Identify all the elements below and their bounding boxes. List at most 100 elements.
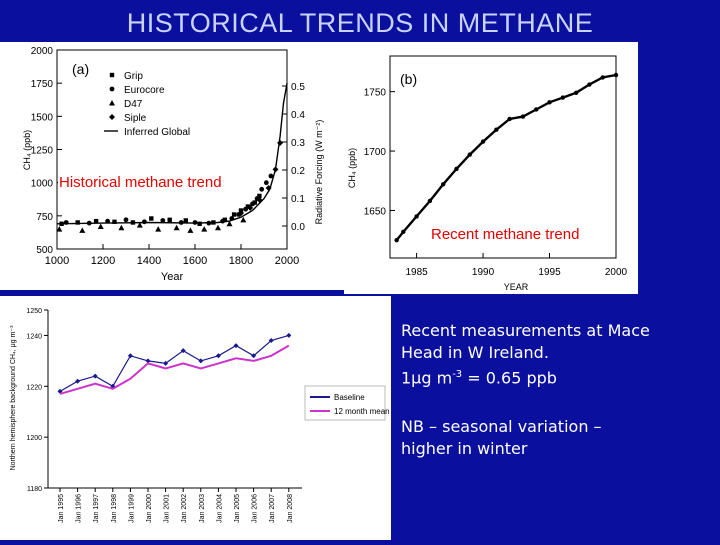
recent-trend-point xyxy=(547,100,552,105)
panel-label: (a) xyxy=(72,61,89,77)
y2-tick-label: 0.4 xyxy=(291,110,305,121)
x-tick-label: 1600 xyxy=(183,255,207,267)
x-tick-label: Jan 2008 xyxy=(287,494,294,523)
recent-trend-point xyxy=(440,182,446,187)
legend-entry: Grip xyxy=(124,71,143,82)
notes-line: higher in winter xyxy=(401,439,528,458)
historical-trend-label: Historical methane trend xyxy=(58,174,223,191)
eurocore-point xyxy=(263,180,269,186)
seasonal-note: NB – seasonal variation – higher in wint… xyxy=(401,416,701,460)
d47-point xyxy=(226,220,233,227)
baseline-point xyxy=(251,353,257,359)
y-tick-label: 1200 xyxy=(26,435,42,442)
grip-point xyxy=(231,212,237,217)
y-tick-label: 2000 xyxy=(31,46,54,57)
y-tick-label: 1250 xyxy=(31,146,54,157)
plot-frame xyxy=(56,49,288,250)
eurocore-point xyxy=(243,206,249,212)
x-tick-label: Jan 2005 xyxy=(234,494,241,523)
y-tick-label: 1000 xyxy=(31,179,54,190)
notes-line: Head in W Ireland. xyxy=(401,343,549,362)
y-tick-label: 1500 xyxy=(31,112,54,123)
siple-point xyxy=(238,210,244,217)
legend-entry: 12 month mean xyxy=(334,407,390,416)
baseline-line xyxy=(59,334,289,392)
grip-point xyxy=(167,217,172,223)
recent-trend-point xyxy=(587,82,592,87)
d47-point xyxy=(240,216,247,223)
baseline-point xyxy=(127,353,133,359)
notes-line: NB – seasonal variation – xyxy=(401,417,602,436)
d47-point xyxy=(155,226,162,232)
historical-chart-panel: (a) Year CH₄ (ppb) Radiative Forcing (W … xyxy=(0,42,388,290)
recent-trend-point xyxy=(454,166,459,172)
plot-frame xyxy=(389,55,617,259)
baseline-point xyxy=(286,332,292,338)
x-tick-label: Jan 1999 xyxy=(128,494,135,523)
grip-point xyxy=(245,204,251,209)
recent-trend-point xyxy=(494,127,499,132)
d47-point xyxy=(79,227,86,233)
recent-trend-point xyxy=(427,198,433,204)
x-axis-label: Year xyxy=(161,271,184,283)
grip-point xyxy=(197,221,202,226)
recent-trend-label: Recent methane trend xyxy=(430,226,581,243)
notes-line: Recent measurements at Mace xyxy=(401,321,650,340)
y-tick-label: 1220 xyxy=(26,384,42,391)
y2-axis-label: Radiative Forcing (W m⁻²) xyxy=(314,120,324,225)
baseline-point xyxy=(163,360,169,366)
y2-tick-label: 0.5 xyxy=(291,82,305,93)
legend-marker xyxy=(109,72,115,78)
recent-trend-point xyxy=(394,237,399,243)
d47-point xyxy=(173,224,180,231)
baseline-point xyxy=(215,353,221,359)
legend-entry: Baseline xyxy=(334,393,365,402)
eurocore-point xyxy=(250,201,255,207)
legend-entry: Siple xyxy=(124,113,147,124)
recent-trend-point xyxy=(600,75,605,80)
y-tick-label: 1250 xyxy=(26,308,42,315)
x-tick-label: Jan 1997 xyxy=(93,494,100,523)
x-tick-label: Jan 2003 xyxy=(199,494,206,523)
baseline-point xyxy=(75,378,81,384)
x-tick-label: Jan 2007 xyxy=(269,494,276,523)
legend-entry: Eurocore xyxy=(124,85,165,96)
d47-point xyxy=(201,226,208,232)
y-tick-label: 1180 xyxy=(27,486,42,493)
x-tick-label: Jan 1996 xyxy=(76,494,83,523)
y-tick-label: 1750 xyxy=(364,88,387,99)
d47-point xyxy=(118,224,125,231)
eurocore-point xyxy=(160,218,166,223)
grip-point xyxy=(93,218,99,224)
recent-trend-point xyxy=(613,72,619,78)
recent-trend-point xyxy=(480,139,486,144)
panel-label: (b) xyxy=(400,71,417,87)
x-tick-label: 2000 xyxy=(605,267,628,278)
y-tick-label: 1240 xyxy=(26,333,42,340)
x-tick-label: 1800 xyxy=(229,255,253,267)
recent-chart-panel: (b) YEAR CH₄ (ppb) 1985 1990 1995 2000 1650 1… xyxy=(344,42,638,294)
grip-point xyxy=(149,216,154,221)
legend-box xyxy=(304,385,386,421)
mace-head-notes: Recent measurements at Mace Head in W Ir… xyxy=(401,320,701,389)
legend-entry: D47 xyxy=(124,99,143,110)
y-axis-label: Northern hemisphere background CH₄, μg m… xyxy=(10,325,17,470)
recent-trend-point xyxy=(467,152,472,157)
x-tick-label: 1995 xyxy=(538,267,561,278)
legend-marker xyxy=(109,100,115,106)
baseline-point xyxy=(92,373,98,379)
historical-chart: (a) Year CH₄ (ppb) Radiative Forcing (W … xyxy=(22,46,324,283)
x-tick-label: 1990 xyxy=(472,267,495,278)
slide-title: HISTORICAL TRENDS IN METHANE xyxy=(126,8,594,38)
x-tick-label: Jan 2001 xyxy=(164,494,171,523)
x-tick-label: 1985 xyxy=(405,267,428,278)
x-tick-label: Jan 2000 xyxy=(146,494,153,523)
d47-point xyxy=(187,227,194,233)
y-tick-label: 1700 xyxy=(364,147,387,158)
grip-point xyxy=(222,217,228,223)
grip-point xyxy=(112,219,117,225)
x-tick-label: Jan 2002 xyxy=(181,494,188,523)
d47-point xyxy=(56,226,63,232)
y2-tick-label: 0.2 xyxy=(291,166,305,177)
eurocore-point xyxy=(123,217,129,223)
